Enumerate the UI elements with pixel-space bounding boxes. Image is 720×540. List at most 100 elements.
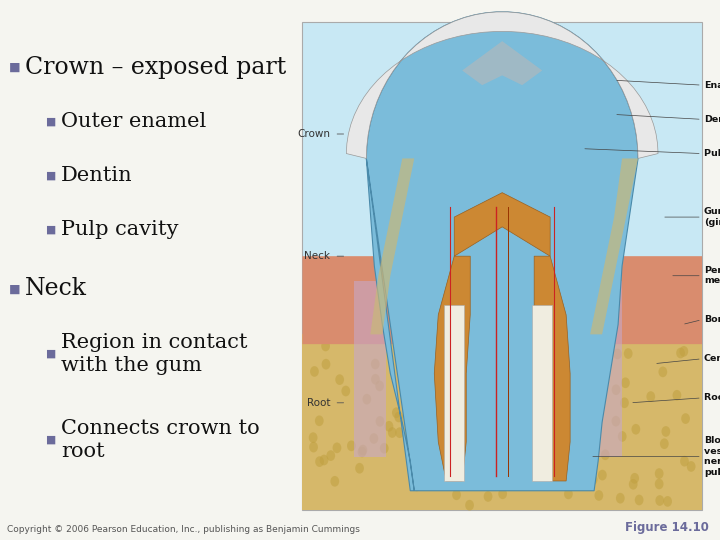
Ellipse shape xyxy=(601,449,610,460)
Text: Region in contact
with the gum: Region in contact with the gum xyxy=(61,333,248,375)
Ellipse shape xyxy=(613,349,622,359)
Ellipse shape xyxy=(444,433,453,443)
Text: ■: ■ xyxy=(45,117,55,126)
Ellipse shape xyxy=(680,456,689,467)
Text: ■: ■ xyxy=(9,61,21,74)
Ellipse shape xyxy=(517,474,526,484)
Ellipse shape xyxy=(341,386,350,396)
Ellipse shape xyxy=(451,467,460,477)
Ellipse shape xyxy=(395,427,404,438)
Ellipse shape xyxy=(359,444,367,455)
Ellipse shape xyxy=(412,423,421,434)
Ellipse shape xyxy=(480,443,488,454)
Ellipse shape xyxy=(482,384,491,395)
Ellipse shape xyxy=(676,348,685,359)
Ellipse shape xyxy=(660,438,669,449)
Ellipse shape xyxy=(595,490,603,501)
Polygon shape xyxy=(370,158,414,334)
Ellipse shape xyxy=(375,381,384,392)
Ellipse shape xyxy=(475,384,484,395)
Ellipse shape xyxy=(555,404,564,415)
Text: Dentin: Dentin xyxy=(704,115,720,124)
Text: Neck: Neck xyxy=(305,251,330,261)
Ellipse shape xyxy=(513,402,523,413)
Ellipse shape xyxy=(380,443,389,454)
Ellipse shape xyxy=(511,449,520,460)
Ellipse shape xyxy=(384,421,393,431)
Ellipse shape xyxy=(662,426,670,437)
Ellipse shape xyxy=(621,377,630,388)
Text: Enamel: Enamel xyxy=(704,80,720,90)
Ellipse shape xyxy=(355,463,364,474)
Ellipse shape xyxy=(315,456,324,467)
Polygon shape xyxy=(434,256,470,481)
Ellipse shape xyxy=(663,496,672,507)
Ellipse shape xyxy=(567,370,575,381)
Polygon shape xyxy=(454,193,550,256)
Ellipse shape xyxy=(468,431,477,442)
Ellipse shape xyxy=(536,383,545,393)
Ellipse shape xyxy=(507,379,516,390)
Ellipse shape xyxy=(611,416,621,427)
Ellipse shape xyxy=(655,495,664,506)
Bar xyxy=(302,22,702,510)
Ellipse shape xyxy=(362,394,372,404)
Ellipse shape xyxy=(654,478,664,489)
Ellipse shape xyxy=(395,411,403,422)
Ellipse shape xyxy=(347,441,356,451)
Ellipse shape xyxy=(310,366,319,377)
Text: Copyright © 2006 Pearson Education, Inc., publishing as Benjamin Cummings: Copyright © 2006 Pearson Education, Inc.… xyxy=(7,524,360,534)
Text: Outer enamel: Outer enamel xyxy=(61,112,207,131)
Text: Cementum: Cementum xyxy=(704,354,720,363)
Ellipse shape xyxy=(412,419,420,430)
Text: Root canal: Root canal xyxy=(704,394,720,402)
Ellipse shape xyxy=(620,397,629,408)
Text: Gum
(gingiva): Gum (gingiva) xyxy=(704,207,720,227)
Ellipse shape xyxy=(630,473,639,484)
Text: ■: ■ xyxy=(45,225,55,234)
Ellipse shape xyxy=(533,348,541,359)
Ellipse shape xyxy=(452,489,461,500)
Ellipse shape xyxy=(510,372,519,382)
Text: Figure 14.10: Figure 14.10 xyxy=(626,521,709,534)
Ellipse shape xyxy=(602,360,611,371)
Ellipse shape xyxy=(629,479,638,490)
Ellipse shape xyxy=(658,367,667,377)
Ellipse shape xyxy=(680,346,688,357)
Ellipse shape xyxy=(321,341,330,352)
Ellipse shape xyxy=(681,413,690,424)
Text: Periodontal
membrane: Periodontal membrane xyxy=(704,266,720,286)
Text: ■: ■ xyxy=(45,349,55,359)
Text: Pulp cavity: Pulp cavity xyxy=(704,149,720,158)
Ellipse shape xyxy=(465,500,474,510)
Ellipse shape xyxy=(446,365,455,376)
Ellipse shape xyxy=(631,424,640,435)
Ellipse shape xyxy=(478,375,487,386)
Polygon shape xyxy=(590,281,622,456)
Ellipse shape xyxy=(326,450,336,461)
Ellipse shape xyxy=(538,454,546,464)
Ellipse shape xyxy=(635,495,644,505)
Ellipse shape xyxy=(498,488,507,499)
Polygon shape xyxy=(366,12,638,491)
Ellipse shape xyxy=(371,359,379,369)
Ellipse shape xyxy=(392,407,401,418)
Ellipse shape xyxy=(474,383,483,394)
Ellipse shape xyxy=(562,424,572,435)
Text: Pulp cavity: Pulp cavity xyxy=(61,220,179,239)
Text: Connects crown to
root: Connects crown to root xyxy=(61,419,260,461)
Polygon shape xyxy=(346,12,658,158)
Ellipse shape xyxy=(424,426,433,436)
Polygon shape xyxy=(532,305,552,481)
Text: ■: ■ xyxy=(9,282,21,295)
Text: Blood
vessels and
nerves in
pulp: Blood vessels and nerves in pulp xyxy=(704,436,720,477)
Ellipse shape xyxy=(322,359,330,369)
Ellipse shape xyxy=(330,476,339,487)
Ellipse shape xyxy=(309,432,318,443)
Ellipse shape xyxy=(672,390,681,401)
Ellipse shape xyxy=(333,442,341,453)
Ellipse shape xyxy=(558,476,567,487)
Ellipse shape xyxy=(469,404,477,415)
Text: Dentin: Dentin xyxy=(61,166,132,185)
Ellipse shape xyxy=(336,374,344,385)
